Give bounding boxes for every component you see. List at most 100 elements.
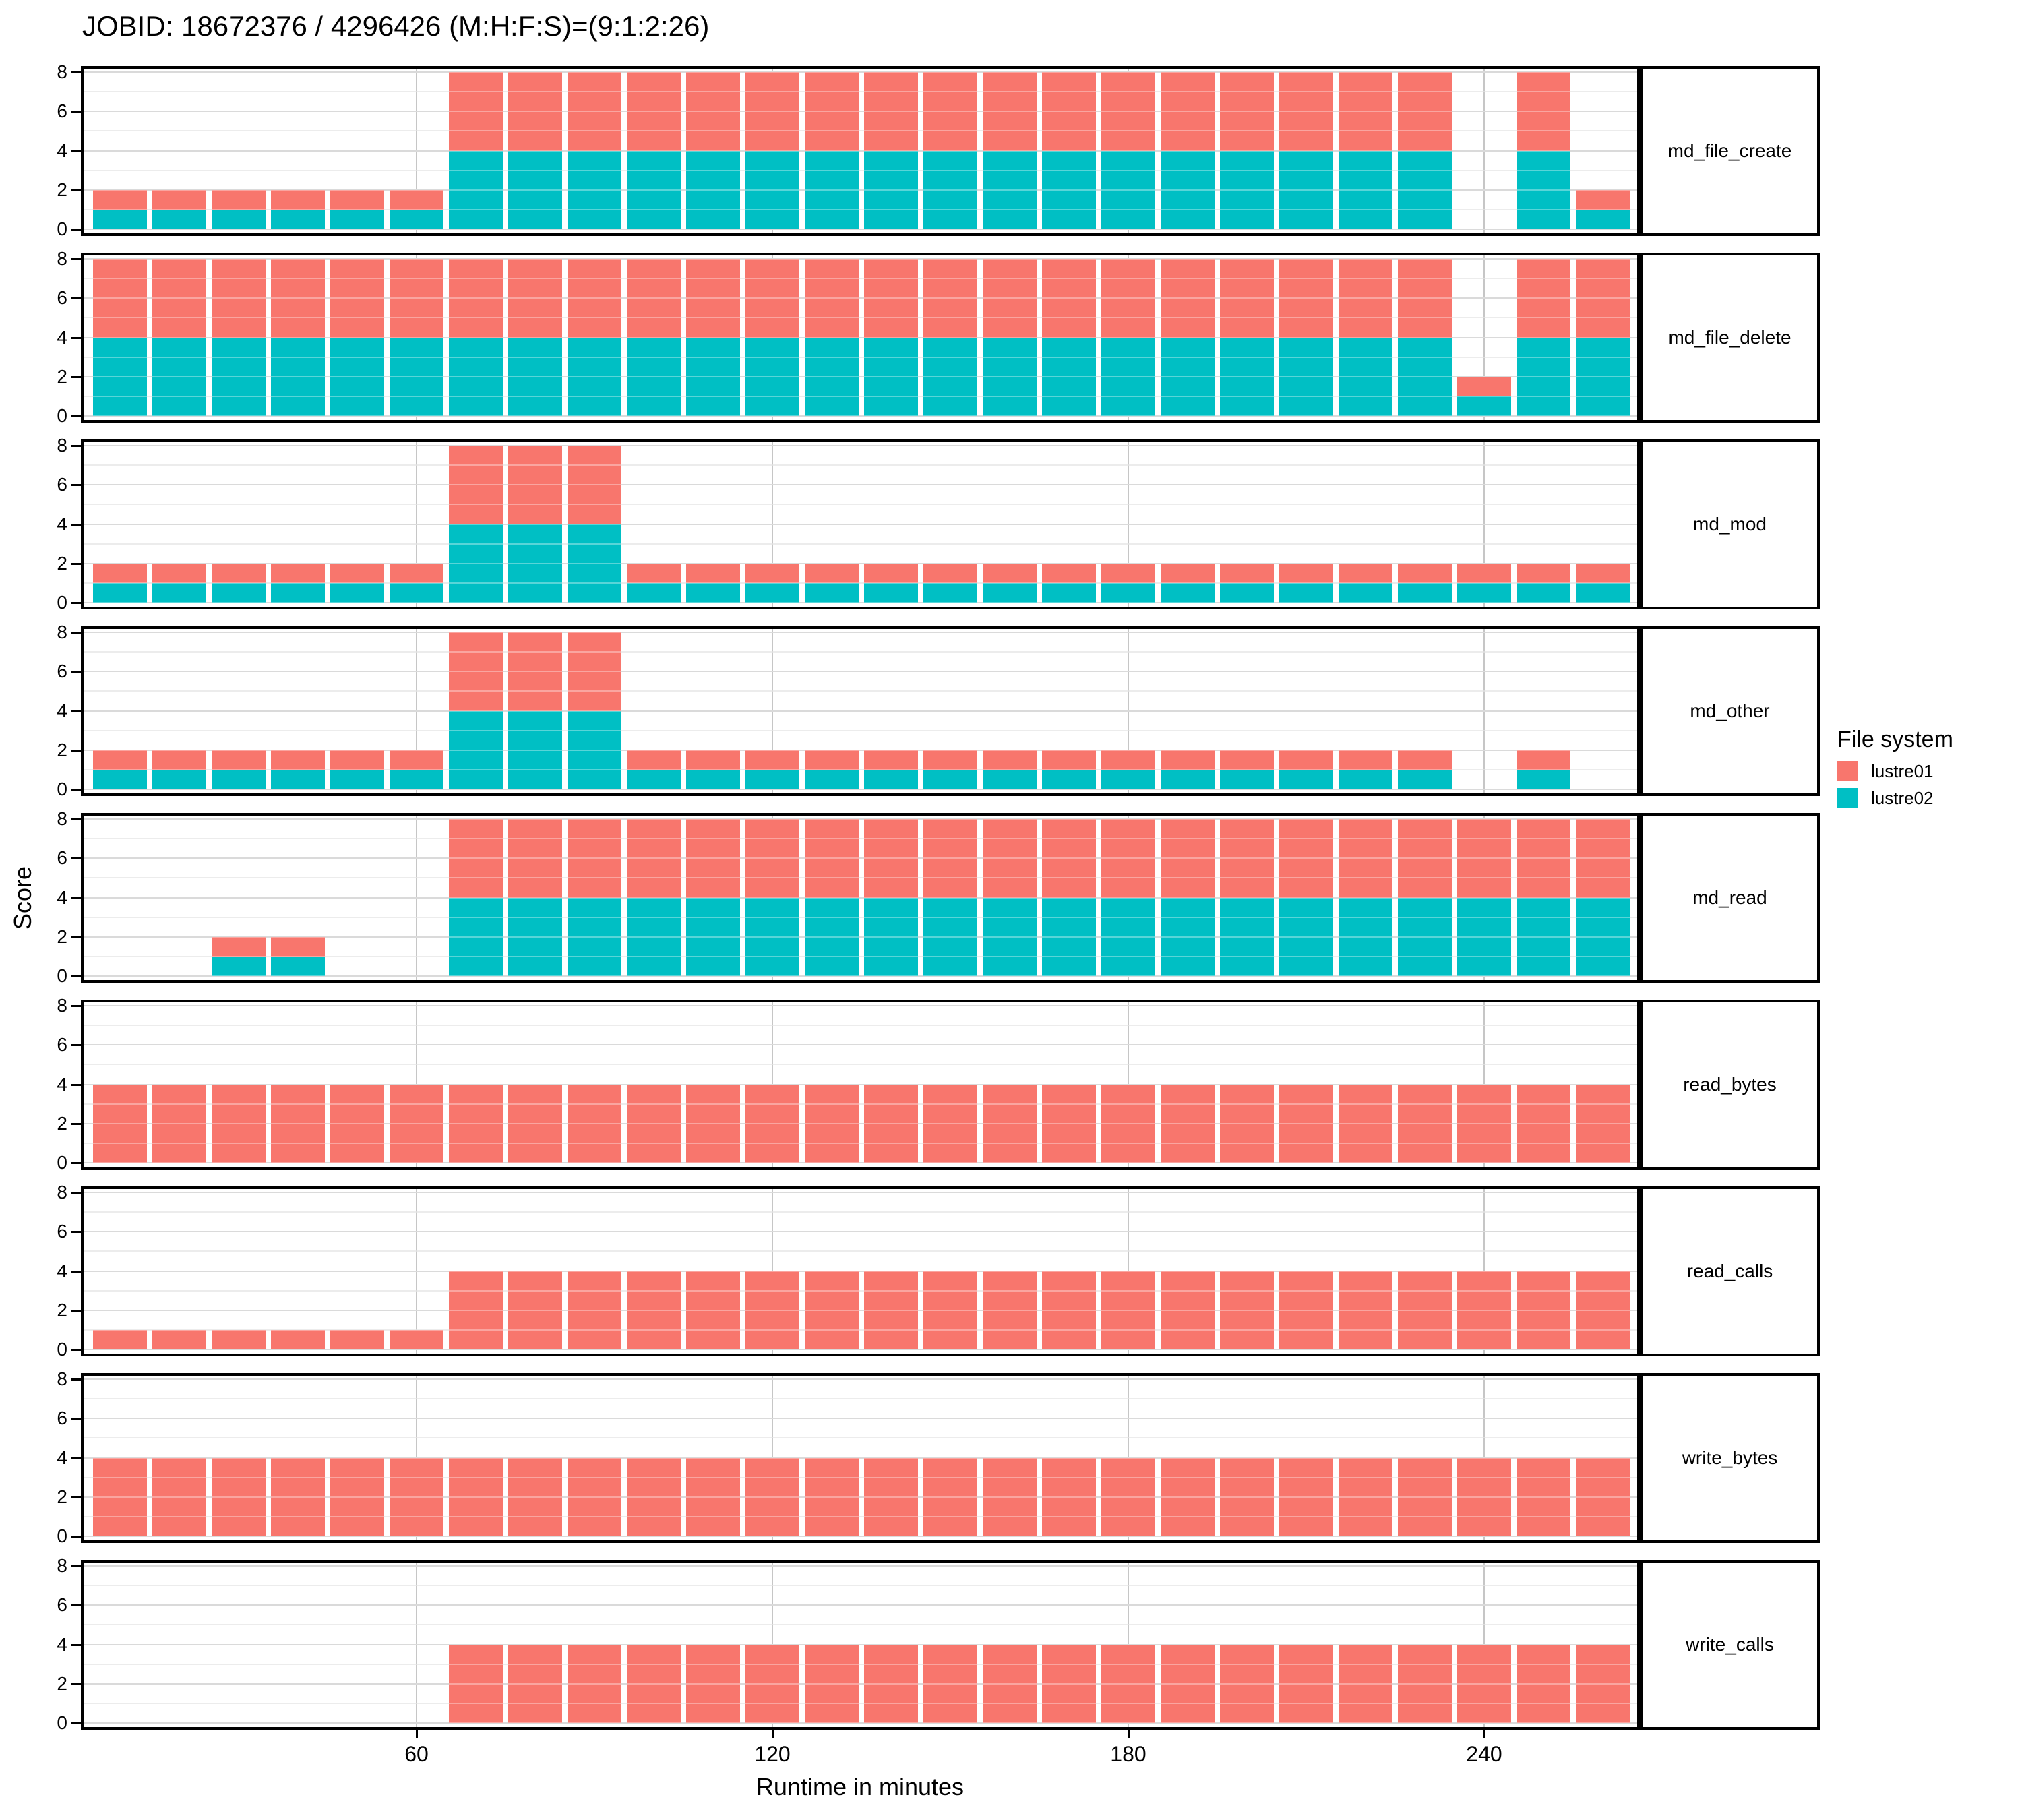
gridline-major [84, 818, 1637, 820]
bar-md_other-40-lustre02 [271, 769, 325, 789]
bar-md_file_create-90-lustre01 [568, 72, 621, 151]
y-tick-label: 2 [57, 552, 67, 574]
bar-md_other-190-lustre01 [1161, 750, 1215, 770]
gridline-major [84, 111, 1637, 113]
bar-write_calls-250-lustre01 [1516, 1644, 1570, 1723]
bar-md_file_create-150-lustre01 [923, 72, 977, 151]
gridline-minor [84, 1476, 1637, 1478]
bar-md_file_delete-110-lustre01 [686, 259, 740, 338]
y-tick-mark [71, 1604, 81, 1607]
legend-item-lustre02: lustre02 [1837, 788, 2019, 808]
bar-write_bytes-140-lustre01 [864, 1457, 918, 1536]
gridline-minor [84, 1663, 1637, 1665]
y-tick-label: 0 [57, 592, 67, 613]
y-tick-label: 8 [57, 808, 67, 829]
bar-write_bytes-10-lustre01 [93, 1457, 147, 1536]
gridline-major [84, 936, 1637, 938]
bar-md_read-160-lustre01 [983, 819, 1037, 898]
bar-md_mod-70-lustre01 [449, 446, 503, 524]
bar-md_other-100-lustre01 [627, 750, 681, 770]
gridline-major [84, 1378, 1637, 1380]
bar-md_other-160-lustre02 [983, 769, 1037, 789]
bar-md_file_create-130-lustre02 [805, 150, 859, 229]
bar-read_bytes-220-lustre01 [1339, 1084, 1392, 1163]
gridline-minor [84, 1515, 1637, 1517]
gridline-vertical [1483, 442, 1485, 607]
gridline-overlay [84, 582, 1637, 584]
bar-read_calls-150-lustre01 [923, 1271, 977, 1349]
x-tick-mark [772, 1730, 774, 1738]
gridline-major [84, 1005, 1637, 1006]
y-tick-mark [71, 111, 81, 113]
x-tick-mark [1128, 1730, 1130, 1738]
gridline-overlay [84, 1437, 1637, 1439]
gridline-major [84, 857, 1637, 859]
y-tick-mark [71, 1496, 81, 1498]
gridline-overlay [84, 464, 1637, 466]
y-tick-label: 0 [57, 1152, 67, 1173]
bar-write_bytes-190-lustre01 [1161, 1457, 1215, 1536]
bar-read_calls-60-lustre01 [390, 1329, 443, 1349]
y-tick-label: 4 [57, 326, 67, 348]
bar-md_other-180-lustre02 [1101, 769, 1155, 789]
bar-md_file_delete-240-lustre02 [1457, 396, 1511, 416]
bar-md_mod-30-lustre02 [212, 582, 266, 603]
bar-md_file_delete-40-lustre01 [271, 259, 325, 338]
bar-md_file_create-60-lustre02 [390, 209, 443, 229]
bar-md_other-210-lustre02 [1279, 769, 1333, 789]
bar-md_file_delete-220-lustre01 [1339, 259, 1392, 338]
gridline-major [84, 1536, 1637, 1537]
bar-md_read-210-lustre02 [1279, 897, 1333, 976]
bar-read_bytes-150-lustre01 [923, 1084, 977, 1163]
bar-md_other-250-lustre01 [1516, 750, 1570, 770]
bar-write_bytes-210-lustre01 [1279, 1457, 1333, 1536]
bar-md_read-240-lustre02 [1457, 897, 1511, 976]
bar-write_bytes-30-lustre01 [212, 1457, 266, 1536]
gridline-minor [84, 1624, 1637, 1626]
gridline-overlay [84, 91, 1637, 93]
bar-md_mod-250-lustre02 [1516, 582, 1570, 603]
bar-md_mod-10-lustre01 [93, 563, 147, 583]
gridline-minor [84, 1025, 1637, 1027]
bar-md_mod-230-lustre02 [1398, 582, 1452, 603]
bar-md_mod-60-lustre02 [390, 582, 443, 603]
bar-read_calls-70-lustre01 [449, 1271, 503, 1349]
gridline-vertical [1483, 629, 1485, 793]
bar-read_calls-160-lustre01 [983, 1271, 1037, 1349]
gridline-major [84, 445, 1637, 446]
gridline-vertical [416, 1563, 417, 1727]
bar-md_read-180-lustre01 [1101, 819, 1155, 898]
bar-write_bytes-120-lustre01 [745, 1457, 799, 1536]
bar-read_bytes-130-lustre01 [805, 1084, 859, 1163]
gridline-overlay [84, 543, 1637, 545]
gridline-overlay [84, 818, 1637, 820]
bar-md_file_delete-70-lustre01 [449, 259, 503, 338]
bar-md_file_create-220-lustre02 [1339, 150, 1392, 229]
bar-md_other-190-lustre02 [1161, 769, 1215, 789]
bar-md_mod-150-lustre02 [923, 582, 977, 603]
bar-md_read-130-lustre01 [805, 819, 859, 898]
y-tick-mark [71, 1565, 81, 1567]
gridline-minor [84, 1211, 1637, 1213]
bar-read_bytes-70-lustre01 [449, 1084, 503, 1163]
gridline-overlay [84, 857, 1637, 859]
y-tick-label: 4 [57, 1447, 67, 1468]
bar-md_file_create-40-lustre02 [271, 209, 325, 229]
bar-md_other-90-lustre01 [568, 632, 621, 711]
bar-md_file_delete-20-lustre02 [152, 337, 206, 416]
gridline-major [84, 189, 1637, 191]
bar-md_file_create-50-lustre02 [330, 209, 384, 229]
y-tick-label: 6 [57, 1221, 67, 1242]
bar-md_file_create-230-lustre01 [1398, 72, 1452, 151]
bar-md_mod-240-lustre02 [1457, 582, 1511, 603]
y-tick-label: 4 [57, 140, 67, 161]
gridline-overlay [84, 1496, 1637, 1498]
bar-read_bytes-160-lustre01 [983, 1084, 1037, 1163]
bar-md_read-250-lustre01 [1516, 819, 1570, 898]
bar-write_bytes-100-lustre01 [627, 1457, 681, 1536]
facet-strip-md_mod: md_mod [1640, 439, 1820, 609]
gridline-overlay [84, 632, 1637, 633]
bar-md_file_create-260-lustre02 [1576, 209, 1630, 229]
gridline-major [84, 710, 1637, 712]
bar-md_other-140-lustre02 [864, 769, 918, 789]
